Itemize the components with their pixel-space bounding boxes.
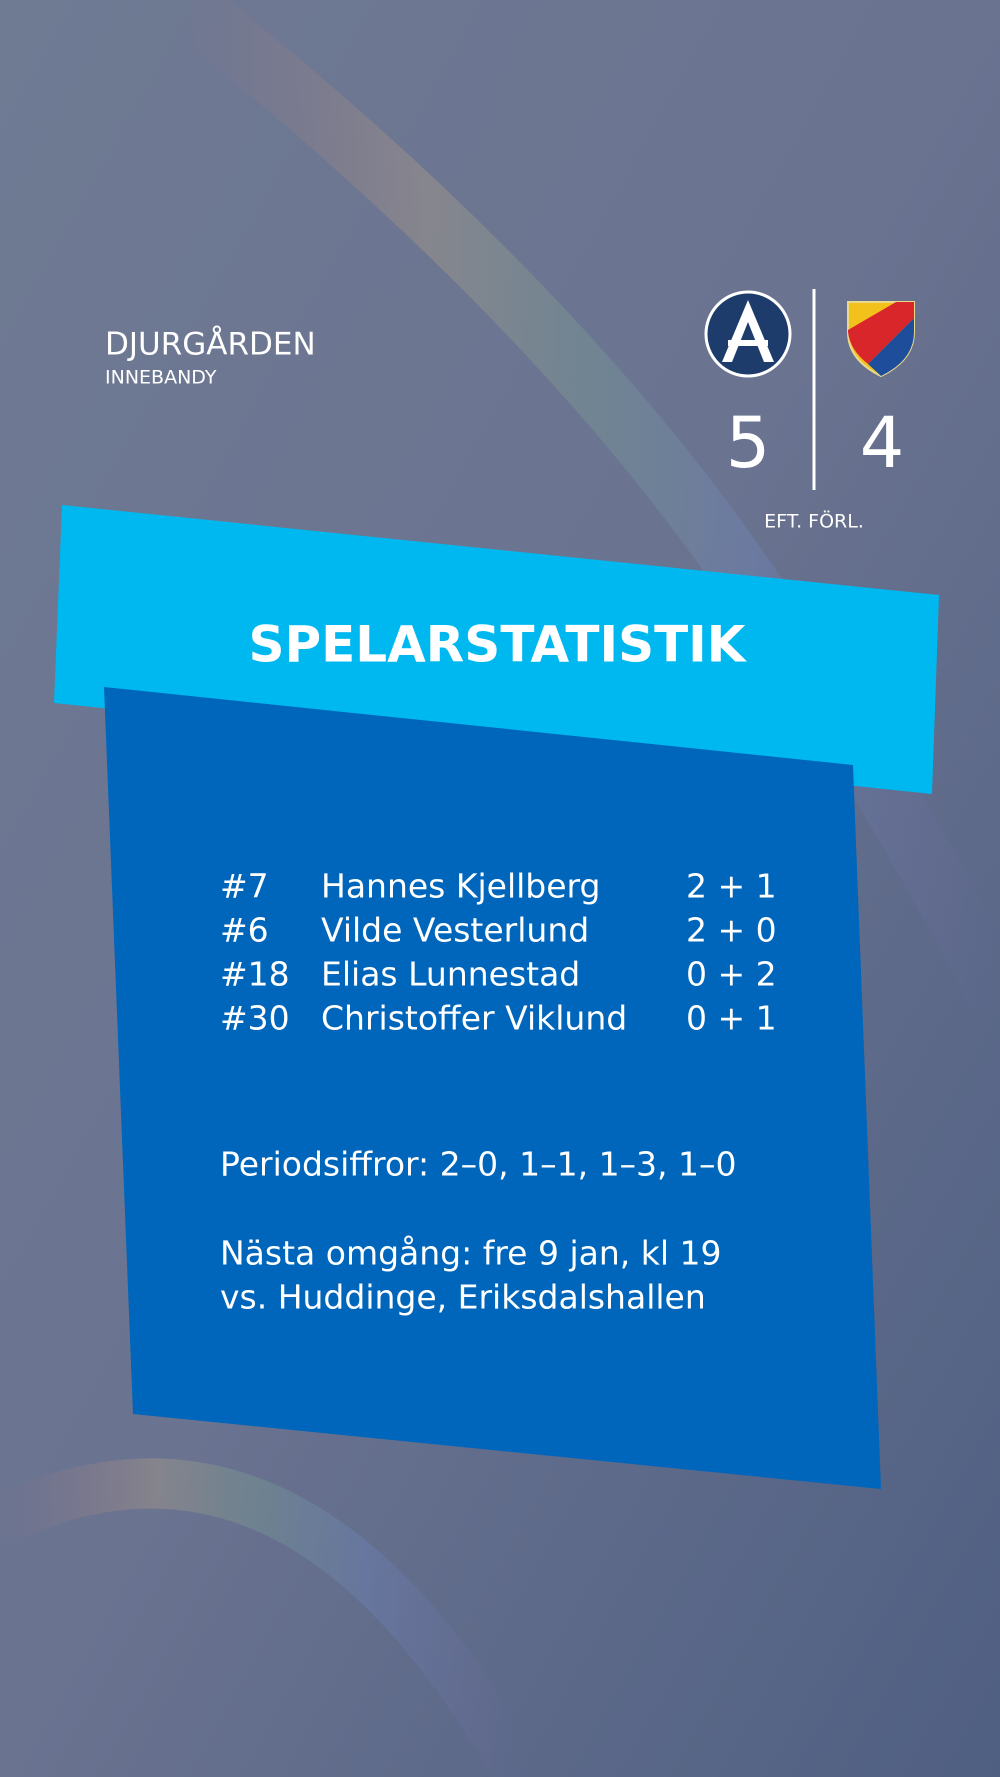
next-match: vs. Huddinge, Eriksdalshallen: [220, 1278, 706, 1317]
player-points: 0 + 2: [686, 955, 777, 994]
player-name: Christoffer Viklund: [321, 999, 627, 1038]
home-logo: [704, 290, 792, 378]
player-number: #18: [220, 955, 290, 994]
player-points: 2 + 1: [686, 867, 777, 906]
rainbow: [161, 0, 1000, 1014]
home-score: 5: [726, 402, 771, 484]
player-number: #30: [220, 999, 290, 1038]
player-name: Hannes Kjellberg: [321, 867, 601, 906]
player-points: 2 + 0: [686, 911, 777, 950]
club-subtitle: INNEBANDY: [105, 367, 217, 389]
next-match: Nästa omgång: fre 9 jan, kl 19: [220, 1234, 722, 1273]
stats-panel: [104, 687, 881, 1489]
player-number: #6: [220, 911, 269, 950]
away-logo: [847, 301, 915, 378]
player-name: Elias Lunnestad: [321, 955, 580, 994]
away-score: 4: [860, 402, 905, 484]
title: SPELARSTATISTIK: [248, 616, 747, 674]
player-name: Vilde Vesterlund: [321, 911, 589, 950]
period-scores: Periodsiffror: 2–0, 1–1, 1–3, 1–0: [220, 1145, 737, 1184]
score-note: EFT. FÖRL.: [764, 510, 864, 533]
rainbow: [0, 1458, 542, 1777]
club-name: DJURGÅRDEN: [105, 327, 316, 363]
player-points: 0 + 1: [686, 999, 777, 1038]
player-list: #7 Hannes Kjellberg 2 + 1 #6 Vilde Vesterlun…: [220, 867, 777, 1038]
player-number: #7: [220, 867, 269, 906]
